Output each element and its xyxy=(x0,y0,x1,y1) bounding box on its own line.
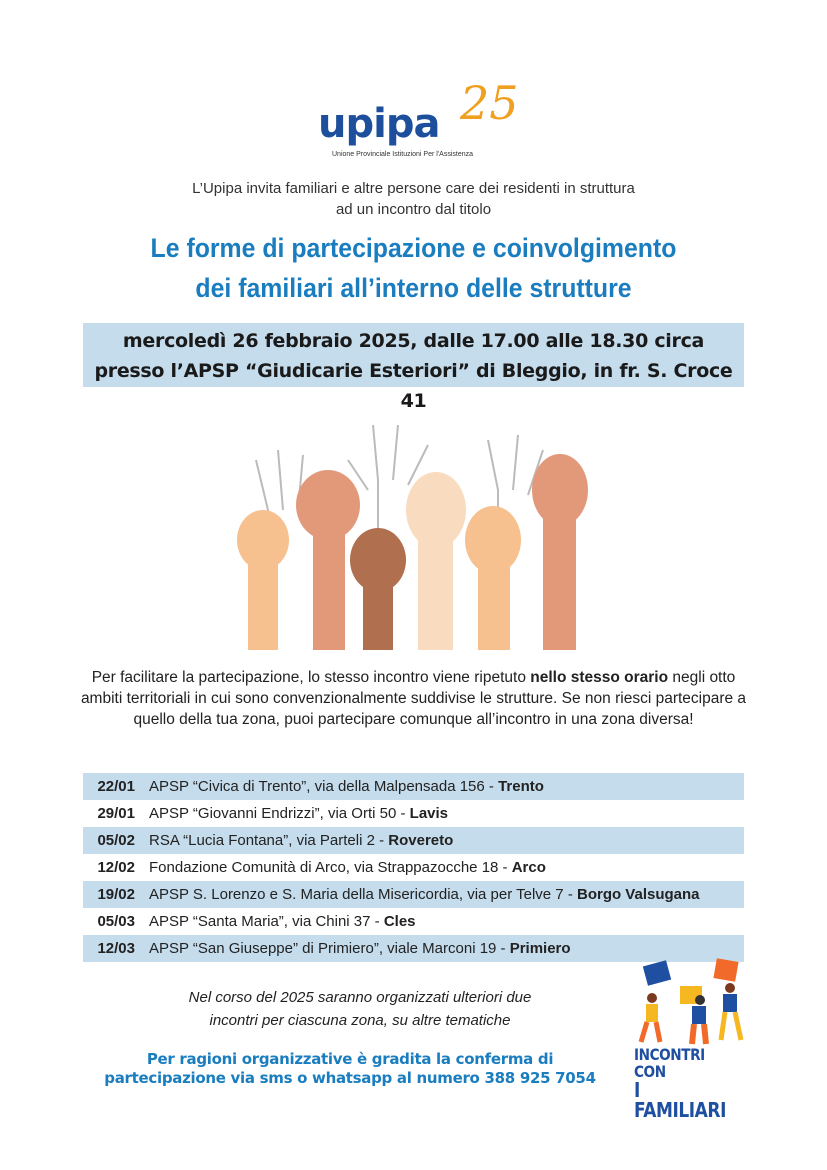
paragraph-bold: nello stesso orario xyxy=(530,669,669,686)
title-line: dei familiari all’interno delle struttur… xyxy=(195,273,632,303)
meeting-town: Trento xyxy=(498,778,544,795)
event-place: presso l’APSP “Giudicarie Esteriori” di … xyxy=(94,360,733,412)
puzzle-people-icon xyxy=(638,958,744,1045)
meeting-town: Borgo Valsugana xyxy=(576,886,700,903)
meeting-town: Arco xyxy=(511,859,546,876)
list-item: 12/02 Fondazione Comunità di Arco, via St… xyxy=(83,854,744,881)
meeting-town: Rovereto xyxy=(388,832,454,849)
meeting-date: 12/03 xyxy=(97,940,135,957)
list-item: 19/02 APSP S. Lorenzo e S. Maria della Mi… xyxy=(83,881,744,908)
incontri-con-i-familiari-badge: INCONTRI CON I FAMILIARI xyxy=(630,958,755,1120)
badge-line: I FAMILIARI xyxy=(634,1078,726,1122)
confirmation-text: Per ragioni organizzative è gradita la c… xyxy=(90,1050,610,1088)
intro-text: L’Upipa invita familiari e altre persone… xyxy=(0,178,827,220)
event-banner: mercoledì 26 febbraio 2025, dalle 17.00 … xyxy=(83,323,744,412)
event-date: mercoledì 26 febbraio 2025, dalle 17.00 … xyxy=(122,330,705,352)
meeting-town: Primiero xyxy=(509,940,571,957)
confirmation-line: Per ragioni organizzative è gradita la c… xyxy=(146,1050,554,1068)
list-item: 12/03 APSP “San Giuseppe” di Primiero”, v… xyxy=(83,935,744,962)
meeting-date: 29/01 xyxy=(97,805,135,822)
meeting-venue: Fondazione Comunità di Arco, via Strappa… xyxy=(149,859,512,876)
intro-line: L’Upipa invita familiari e altre persone… xyxy=(192,180,635,197)
meeting-town: Cles xyxy=(383,913,416,930)
note-line: Nel corso del 2025 saranno organizzati u… xyxy=(188,989,532,1006)
confirmation-line: partecipazione via sms o whatsapp al num… xyxy=(104,1069,596,1087)
intro-line: ad un incontro dal titolo xyxy=(335,201,492,218)
info-paragraph: Per facilitare la partecipazione, lo ste… xyxy=(70,667,757,730)
meetings-list: 22/01 APSP “Civica di Trento”, via della … xyxy=(83,773,744,962)
logo-subtitle: Unione Provinciale Istituzioni Per l'Ass… xyxy=(332,151,474,158)
page-title: Le forme di partecipazione e coinvolgime… xyxy=(33,228,794,308)
meeting-venue: APSP “Santa Maria”, via Chini 37 - xyxy=(149,913,384,930)
meeting-date: 19/02 xyxy=(97,886,135,903)
paragraph-text: negli otto ambiti territoriali in cui so… xyxy=(80,669,747,728)
list-item: 05/03 APSP “Santa Maria”, via Chini 37 - … xyxy=(83,908,744,935)
logo-wordmark: upipa xyxy=(318,101,440,147)
meeting-date: 05/03 xyxy=(97,913,135,930)
future-meetings-note: Nel corso del 2025 saranno organizzati u… xyxy=(120,986,600,1032)
list-item: 22/01 APSP “Civica di Trento”, via della … xyxy=(83,773,744,800)
meeting-venue: RSA “Lucia Fontana”, via Parteli 2 - xyxy=(149,832,389,849)
meeting-date: 22/01 xyxy=(97,778,135,795)
meeting-date: 05/02 xyxy=(97,832,135,849)
list-item: 29/01 APSP “Giovanni Endrizzi”, via Orti … xyxy=(83,800,744,827)
meeting-town: Lavis xyxy=(409,805,449,822)
meeting-venue: APSP “Civica di Trento”, via della Malpe… xyxy=(149,778,499,795)
paragraph-text: Per facilitare la partecipazione, lo ste… xyxy=(91,669,531,686)
title-line: Le forme di partecipazione e coinvolgime… xyxy=(150,233,677,263)
list-item: 05/02 RSA “Lucia Fontana”, via Parteli 2 … xyxy=(83,827,744,854)
meeting-venue: APSP “San Giuseppe” di Primiero”, viale … xyxy=(149,940,510,957)
note-line: incontri per ciascuna zona, su altre tem… xyxy=(209,1012,511,1029)
meeting-venue: APSP S. Lorenzo e S. Maria della Miseric… xyxy=(149,886,577,903)
badge-line: INCONTRI CON xyxy=(634,1045,705,1081)
meeting-venue: APSP “Giovanni Endrizzi”, via Orti 50 - xyxy=(149,805,410,822)
meeting-date: 12/02 xyxy=(97,859,135,876)
raised-hands-illustration xyxy=(237,424,588,650)
upipa-logo: upipa 25 Unione Provinciale Istituzioni … xyxy=(318,76,519,162)
badge-label: INCONTRI CON I FAMILIARI xyxy=(634,1046,737,1120)
logo-number: 25 xyxy=(460,76,519,130)
